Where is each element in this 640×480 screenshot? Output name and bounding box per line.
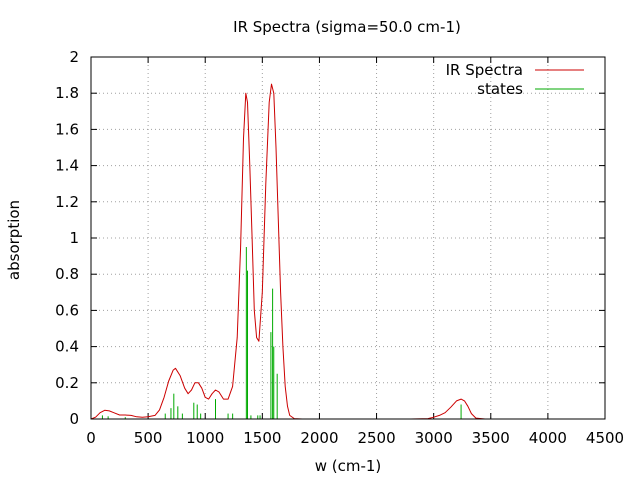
x-axis-label: w (cm-1) bbox=[315, 457, 382, 475]
chart-title: IR Spectra (sigma=50.0 cm-1) bbox=[233, 18, 461, 36]
tick-labels: 0 500 1000 1500 2000 2500 3000 3500 4000 4500 0 0.2… bbox=[55, 48, 624, 447]
y-tick-label: 2 bbox=[69, 48, 79, 66]
y-tick-label: 1 bbox=[69, 229, 79, 247]
y-tick-label: 0.6 bbox=[55, 301, 79, 319]
x-tick-label: 4000 bbox=[529, 429, 567, 447]
x-tick-label: 1500 bbox=[243, 429, 281, 447]
y-tick-label: 0.2 bbox=[55, 374, 79, 392]
y-tick-label: 0.8 bbox=[55, 265, 79, 283]
x-tick-label: 2000 bbox=[300, 429, 338, 447]
legend-label-ir-spectra: IR Spectra bbox=[446, 61, 523, 79]
x-tick-label: 2500 bbox=[357, 429, 395, 447]
plot-frame bbox=[90, 56, 606, 420]
x-tick-label: 1000 bbox=[186, 429, 224, 447]
y-axis-label: absorption bbox=[5, 200, 23, 280]
grid-lines bbox=[91, 57, 605, 419]
ir-spectra-line bbox=[90, 83, 577, 420]
y-tick-label: 1.8 bbox=[55, 84, 79, 102]
y-tick-label: 0.4 bbox=[55, 338, 79, 356]
x-tick-label: 500 bbox=[134, 429, 163, 447]
y-tick-label: 1.4 bbox=[55, 157, 79, 175]
x-tick-label: 4500 bbox=[586, 429, 624, 447]
plot-area bbox=[90, 83, 577, 420]
legend-label-states: states bbox=[477, 80, 523, 98]
x-tick-label: 0 bbox=[86, 429, 96, 447]
y-tick-label: 1.2 bbox=[55, 193, 79, 211]
y-tick-label: 0 bbox=[69, 410, 79, 428]
y-tick-label: 1.6 bbox=[55, 120, 79, 138]
x-tick-label: 3500 bbox=[472, 429, 510, 447]
x-tick-label: 3000 bbox=[415, 429, 453, 447]
